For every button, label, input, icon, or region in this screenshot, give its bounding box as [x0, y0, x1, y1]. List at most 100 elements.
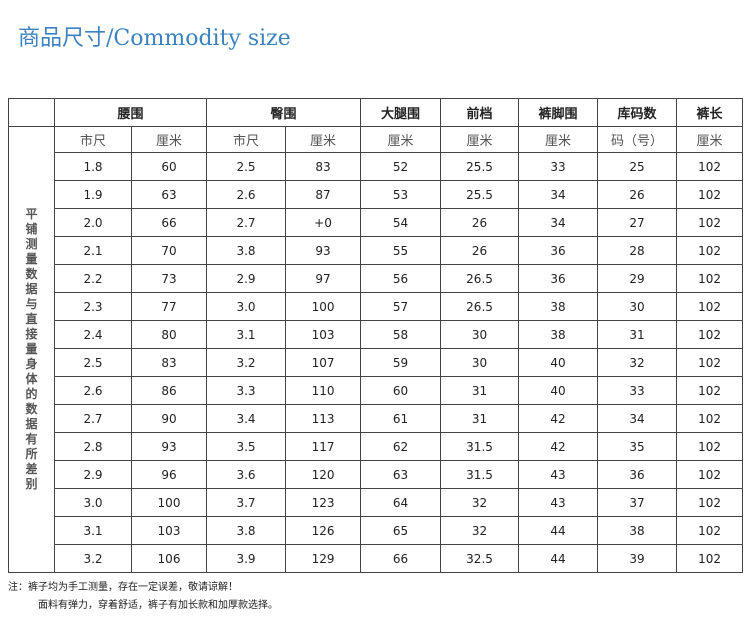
- header-cell: 前档: [440, 98, 520, 127]
- table-cell: 117: [285, 432, 362, 461]
- table-cell: 1.9: [54, 180, 132, 209]
- subheader-cell: 厘米: [676, 126, 744, 153]
- table-cell: 1.8: [54, 152, 132, 181]
- table-cell: 80: [130, 320, 208, 349]
- table-cell: 63: [360, 460, 442, 489]
- side-label: 平铺测量数据与直接量身体的数据有所差别: [25, 207, 38, 491]
- table-row: 3.1 103 3.8 126 65 32 44 38 102: [9, 516, 744, 545]
- table-cell: 87: [285, 180, 362, 209]
- table-cell: 31: [440, 404, 520, 433]
- table-cell: 3.1: [54, 516, 132, 545]
- table-cell: 96: [130, 460, 208, 489]
- table-cell: 30: [440, 348, 520, 377]
- table-row: 2.1 70 3.8 93 55 26 36 28 102: [9, 236, 744, 265]
- table-cell: 83: [285, 152, 362, 181]
- table-cell: 102: [676, 320, 744, 349]
- table-cell: 42: [518, 432, 599, 461]
- table-cell: 3.5: [206, 432, 287, 461]
- table-cell: 2.5: [206, 152, 287, 181]
- table-row: 1.8 60 2.5 83 52 25.5 33 25 102: [9, 152, 744, 181]
- table-cell: 129: [285, 544, 362, 573]
- table-cell: 73: [130, 264, 208, 293]
- table-cell: 34: [597, 404, 678, 433]
- table-cell: 2.2: [54, 264, 132, 293]
- table-cell: 32.5: [440, 544, 520, 573]
- corner-cell: [8, 98, 55, 127]
- subheader-cell: 厘米: [360, 126, 442, 153]
- table-cell: 102: [676, 180, 744, 209]
- table-cell: 3.0: [54, 488, 132, 517]
- table-cell: 58: [360, 320, 442, 349]
- table-cell: 3.8: [206, 236, 287, 265]
- table-cell: 44: [518, 516, 599, 545]
- table-row: 3.2 106 3.9 129 66 32.5 44 39 102: [9, 544, 744, 573]
- table-row: 2.7 90 3.4 113 61 31 42 34 102: [9, 404, 744, 433]
- table-cell: 40: [518, 376, 599, 405]
- table-row: 2.6 86 3.3 110 60 31 40 33 102: [9, 376, 744, 405]
- table-row: 2.4 80 3.1 103 58 30 38 31 102: [9, 320, 744, 349]
- table-cell: 3.0: [206, 292, 287, 321]
- table-cell: 120: [285, 460, 362, 489]
- subheader-row: 平铺测量数据与直接量身体的数据有所差别 市尺 厘米 市尺 厘米 厘米 厘米 厘米 码（号） 厘米: [8, 126, 744, 573]
- table-cell: 2.6: [54, 376, 132, 405]
- table-cell: 39: [597, 544, 678, 573]
- table-cell: 32: [597, 348, 678, 377]
- table-cell: 62: [360, 432, 442, 461]
- table-cell: 90: [130, 404, 208, 433]
- table-cell: 93: [130, 432, 208, 461]
- table-cell: 103: [130, 516, 208, 545]
- table-cell: 31.5: [440, 460, 520, 489]
- table-row: 2.9 96 3.6 120 63 31.5 43 36 102: [9, 460, 744, 489]
- table-cell: 30: [597, 292, 678, 321]
- table-cell: 40: [518, 348, 599, 377]
- table-cell: 57: [360, 292, 442, 321]
- subheader-cell: 市尺: [54, 126, 132, 153]
- table-cell: 32: [440, 488, 520, 517]
- table-row: 3.0 100 3.7 123 64 32 43 37 102: [9, 488, 744, 517]
- table-cell: 42: [518, 404, 599, 433]
- table-cell: 100: [285, 292, 362, 321]
- table-cell: 2.1: [54, 236, 132, 265]
- table-cell: 26: [440, 208, 520, 237]
- table-cell: 3.7: [206, 488, 287, 517]
- table-cell: 70: [130, 236, 208, 265]
- table-cell: 54: [360, 208, 442, 237]
- header-cell: 裤脚围: [518, 98, 599, 127]
- table-cell: 53: [360, 180, 442, 209]
- table-cell: 25: [597, 152, 678, 181]
- table-cell: 64: [360, 488, 442, 517]
- table-cell: 3.2: [206, 348, 287, 377]
- table-cell: 2.4: [54, 320, 132, 349]
- table-cell: 102: [676, 376, 744, 405]
- table-row: 1.9 63 2.6 87 53 25.5 34 26 102: [9, 180, 744, 209]
- note-line: 注：裤子均为手工测量，存在一定误差，敬请谅解！: [8, 582, 238, 593]
- table-cell: 102: [676, 432, 744, 461]
- table-cell: 3.9: [206, 544, 287, 573]
- subheader-cell: 厘米: [285, 126, 362, 153]
- table-cell: 2.9: [54, 460, 132, 489]
- table-cell: 3.6: [206, 460, 287, 489]
- table-cell: 34: [518, 180, 599, 209]
- table-cell: 34: [518, 208, 599, 237]
- header-cell: 臀围: [206, 98, 362, 127]
- table-cell: 30: [440, 320, 520, 349]
- table-cell: 66: [130, 208, 208, 237]
- table-cell: 38: [597, 516, 678, 545]
- table-cell: 106: [130, 544, 208, 573]
- table-cell: 102: [676, 488, 744, 517]
- table-row: 2.3 77 3.0 100 57 26.5 38 30 102: [9, 292, 744, 321]
- table-cell: 77: [130, 292, 208, 321]
- table-cell: 36: [597, 460, 678, 489]
- table-row: 2.0 66 2.7 +0 54 26 34 27 102: [9, 208, 744, 237]
- table-cell: 59: [360, 348, 442, 377]
- table-cell: 60: [130, 152, 208, 181]
- size-table: 腰围 臀围 大腿围 前档 裤脚围 库码数 裤长 平铺测量数据与直接量身体的数据有…: [8, 98, 744, 573]
- table-row: 2.2 73 2.9 97 56 26.5 36 29 102: [9, 264, 744, 293]
- table-cell: 3.2: [54, 544, 132, 573]
- table-cell: 3.8: [206, 516, 287, 545]
- table-cell: 102: [676, 516, 744, 545]
- table-cell: 97: [285, 264, 362, 293]
- table-cell: 26: [440, 236, 520, 265]
- header-cell: 腰围: [53, 98, 208, 127]
- subheader-cell: 厘米: [130, 126, 208, 153]
